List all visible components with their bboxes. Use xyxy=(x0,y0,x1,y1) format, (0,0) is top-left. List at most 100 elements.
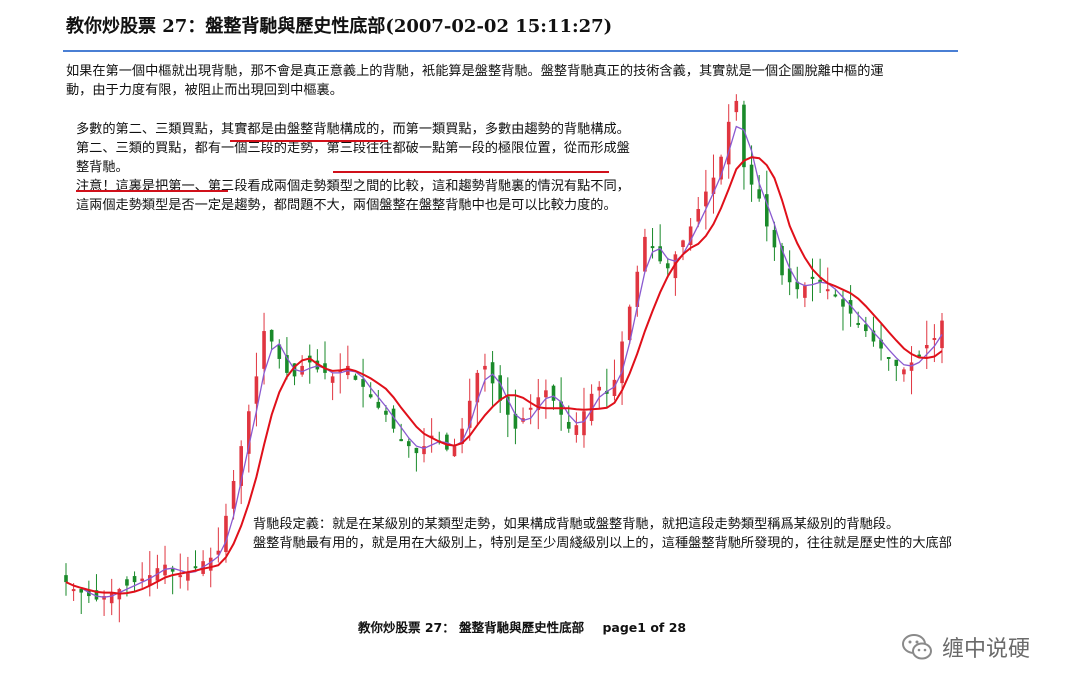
candle-body xyxy=(109,592,114,604)
paragraph-intro: 如果在第一個中樞就出現背馳，那不會是真正意義上的背馳，衹能算是盤整背馳。盤整背馳… xyxy=(66,64,884,98)
candle-body xyxy=(94,590,99,600)
title-divider xyxy=(63,50,958,52)
candle-body xyxy=(871,330,876,342)
candle-body xyxy=(841,299,845,307)
candle-body xyxy=(924,345,929,349)
candle-body xyxy=(719,156,723,180)
candle-body xyxy=(894,359,899,366)
candle-body xyxy=(285,355,289,373)
candle-body xyxy=(940,320,944,349)
candle-body xyxy=(879,339,883,349)
candle-body xyxy=(208,557,213,571)
underline-mark xyxy=(76,190,228,192)
candle-body xyxy=(757,189,761,199)
document-title: 教你炒股票 27：盤整背馳與歷史性底部(2007-02-02 15:11:27) xyxy=(66,16,613,37)
underline-mark xyxy=(333,171,609,173)
candle-body xyxy=(186,571,190,581)
candle-body xyxy=(848,300,853,314)
candle-body xyxy=(368,394,373,398)
candle-body xyxy=(932,338,937,341)
candle-body xyxy=(330,376,335,383)
candle-body xyxy=(506,396,510,415)
candle-body xyxy=(87,590,91,597)
candle-body xyxy=(300,365,304,375)
candle-body xyxy=(170,567,175,572)
candle-body xyxy=(643,236,647,272)
candle-body xyxy=(650,246,655,249)
candle-body xyxy=(909,362,914,371)
candle-body xyxy=(422,446,426,455)
candle-body xyxy=(528,407,533,410)
candle-body xyxy=(566,421,571,429)
candle-body xyxy=(605,390,609,394)
paragraph-line: 盤整背馳最有用的，就是用在大級別上，特別是至少周綫級別以上的，這種盤整背馳所發現… xyxy=(253,536,952,551)
paragraph-buy-points: 多數的第二、三類買點，其實都是由盤整背馳構成的，而第一類買點，多數由趨勢的背馳構… xyxy=(76,120,636,215)
candle-body xyxy=(239,446,243,486)
candle-body xyxy=(886,356,891,359)
candle-body xyxy=(711,177,716,195)
paragraph-line: 第二、三類的買點，都有一個三段的走勢，第三段往往都破一點第一段的極限位置，從而形… xyxy=(76,141,630,175)
candle-body xyxy=(856,322,861,325)
candle-body xyxy=(688,226,693,246)
candle-body xyxy=(627,306,632,341)
candle-body xyxy=(665,263,670,269)
candle-body xyxy=(414,447,419,454)
candle-body xyxy=(772,229,777,248)
candle-body xyxy=(467,400,472,428)
candle-body xyxy=(673,254,678,279)
candle-body xyxy=(79,588,84,593)
candle-body xyxy=(247,411,251,454)
candle-body xyxy=(475,372,480,403)
candle-body xyxy=(681,240,685,247)
candle-body xyxy=(658,246,662,262)
candle-body xyxy=(399,439,403,442)
candle-body xyxy=(749,164,754,185)
candle-body xyxy=(810,276,815,279)
paragraph-line: 背馳段定義：就是在某級別的某類型走勢，如果構成背馳或盤整背馳，就把這段走勢類型稱… xyxy=(253,517,900,532)
candle-body xyxy=(765,194,769,227)
candle-body xyxy=(803,285,807,298)
candle-body xyxy=(620,341,624,384)
candle-body xyxy=(361,379,365,387)
candle-body xyxy=(269,329,274,342)
candle-body xyxy=(864,324,868,332)
footer-page-number: page1 of 28 xyxy=(602,620,687,635)
candle-body xyxy=(384,410,388,415)
candle-body xyxy=(277,344,282,359)
candle-body xyxy=(734,100,739,113)
watermark: 缠中说硬 xyxy=(900,630,1030,664)
candle-body xyxy=(193,566,198,569)
candle-body xyxy=(551,385,556,401)
footer-title: 教你炒股票 27： 盤整背馳與歷史性底部 xyxy=(358,620,585,635)
candle-body xyxy=(795,281,800,290)
candle-body xyxy=(704,191,708,207)
watermark-text: 缠中说硬 xyxy=(942,637,1031,662)
candle-body xyxy=(498,375,502,401)
candle-body xyxy=(696,209,701,222)
candle-body xyxy=(140,578,144,582)
candle-body xyxy=(635,271,640,307)
candle-body xyxy=(833,294,838,297)
candle-body xyxy=(231,480,236,509)
candle-body xyxy=(452,446,457,457)
candle-body xyxy=(574,425,579,435)
candle-body xyxy=(71,589,76,592)
underline-mark xyxy=(230,140,388,142)
candle-body xyxy=(125,579,129,586)
candle-body xyxy=(589,393,594,421)
candle-body xyxy=(216,550,221,555)
candle-body xyxy=(132,576,137,583)
moving-average-slow-line xyxy=(65,156,943,595)
candle-body xyxy=(64,575,68,583)
candle-body xyxy=(726,121,731,165)
candle-body xyxy=(780,245,784,276)
candle-body xyxy=(391,408,396,429)
candle-body xyxy=(224,515,228,553)
candle-body xyxy=(178,575,183,578)
candle-body xyxy=(536,397,541,411)
candle-body xyxy=(597,386,602,391)
candle-body xyxy=(513,413,518,429)
paragraph-line: 多數的第二、三類買點，其實都是由盤整背馳構成的，而第一類買點，多數由趨勢的背馳構… xyxy=(76,122,630,137)
candle-body xyxy=(742,104,746,168)
